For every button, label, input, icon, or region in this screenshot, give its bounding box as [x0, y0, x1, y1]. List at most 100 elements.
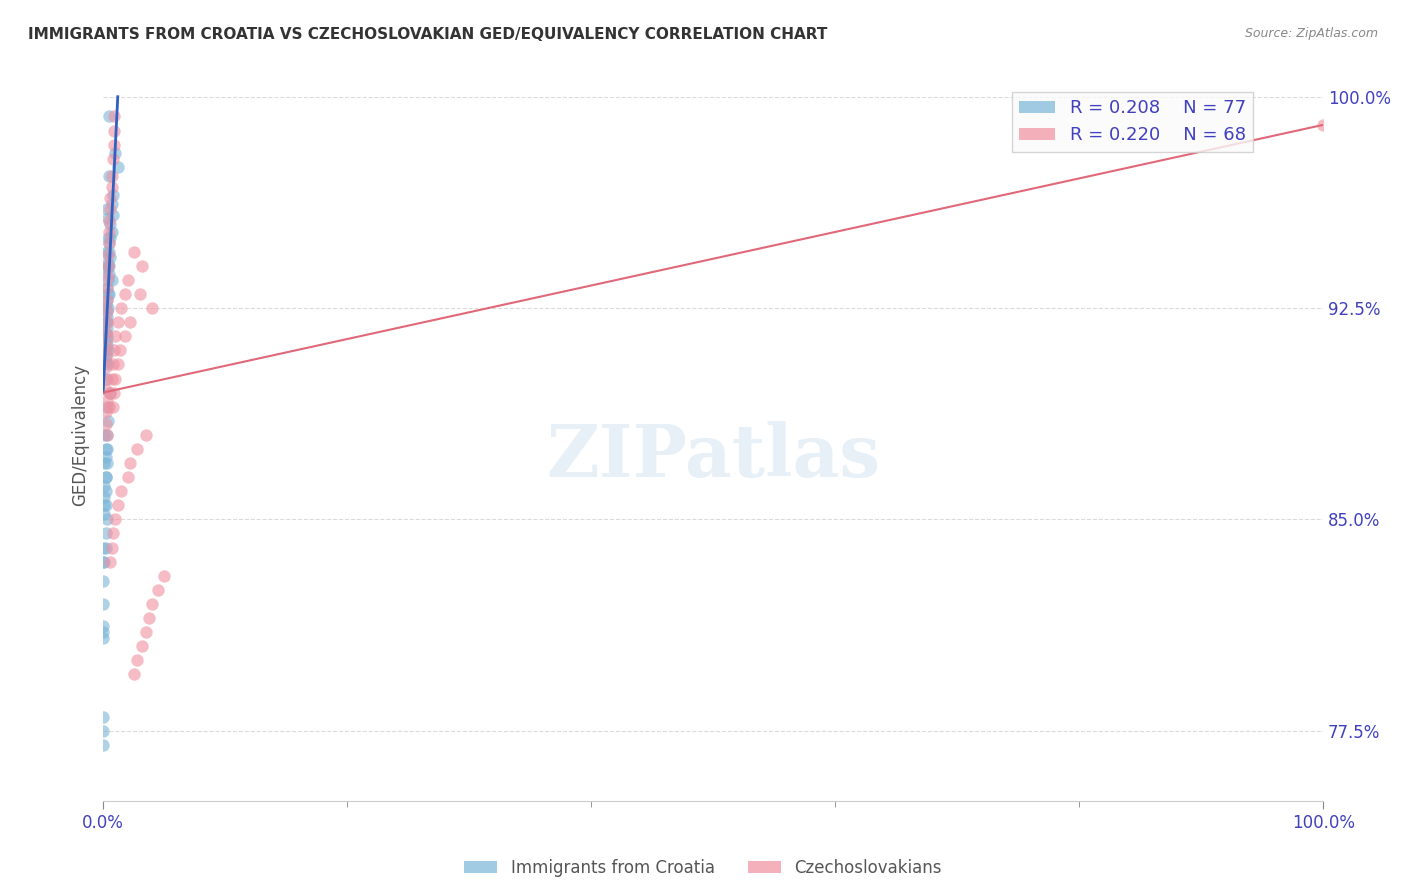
Czechoslovakians [97, 259, 120, 273]
Immigrants from Croatia [96, 202, 118, 217]
Czechoslovakians [122, 667, 145, 681]
Czechoslovakians [94, 349, 117, 363]
Immigrants from Croatia [96, 293, 118, 307]
Czechoslovakians [101, 400, 124, 414]
Czechoslovakians [101, 152, 124, 166]
Czechoslovakians [110, 484, 132, 499]
Czechoslovakians [114, 287, 136, 301]
Czechoslovakians [107, 498, 129, 512]
Czechoslovakians [153, 568, 176, 582]
Immigrants from Croatia [96, 428, 118, 442]
Y-axis label: GED/Equivalency: GED/Equivalency [72, 364, 89, 506]
Czechoslovakians [107, 358, 129, 372]
Immigrants from Croatia [96, 315, 118, 329]
Immigrants from Croatia [98, 110, 121, 124]
Legend: R = 0.208    N = 77, R = 0.220    N = 68: R = 0.208 N = 77, R = 0.220 N = 68 [1012, 92, 1253, 152]
Immigrants from Croatia [98, 236, 121, 251]
Immigrants from Croatia [94, 470, 117, 484]
Immigrants from Croatia [98, 267, 121, 281]
Czechoslovakians [94, 326, 117, 341]
Immigrants from Croatia [94, 442, 117, 456]
Czechoslovakians [117, 273, 139, 287]
Immigrants from Croatia [100, 196, 122, 211]
Czechoslovakians [103, 110, 125, 124]
Immigrants from Croatia [100, 385, 122, 400]
Immigrants from Croatia [94, 526, 117, 541]
Czechoslovakians [97, 247, 120, 261]
Text: ZIPatlas: ZIPatlas [546, 421, 880, 492]
Immigrants from Croatia [94, 315, 117, 329]
Immigrants from Croatia [98, 287, 121, 301]
Czechoslovakians [103, 385, 125, 400]
Czechoslovakians [94, 405, 117, 419]
Czechoslovakians [96, 293, 118, 307]
Immigrants from Croatia [93, 478, 115, 492]
Czechoslovakians [96, 428, 118, 442]
Immigrants from Croatia [94, 343, 117, 358]
Immigrants from Croatia [100, 250, 122, 264]
Czechoslovakians [101, 526, 124, 541]
Czechoslovakians [96, 304, 118, 318]
Immigrants from Croatia [96, 371, 118, 385]
Czechoslovakians [98, 400, 121, 414]
Immigrants from Croatia [98, 259, 121, 273]
Immigrants from Croatia [96, 400, 118, 414]
Immigrants from Croatia [91, 709, 114, 723]
Immigrants from Croatia [96, 320, 118, 334]
Immigrants from Croatia [91, 631, 114, 645]
Czechoslovakians [100, 202, 122, 217]
Czechoslovakians [94, 371, 117, 385]
Czechoslovakians [98, 225, 121, 239]
Czechoslovakians [110, 301, 132, 315]
Czechoslovakians [100, 371, 122, 385]
Immigrants from Croatia [93, 428, 115, 442]
Immigrants from Croatia [96, 329, 118, 343]
Czechoslovakians [108, 343, 131, 358]
Czechoslovakians [141, 597, 163, 611]
Immigrants from Croatia [96, 442, 118, 456]
Immigrants from Croatia [94, 450, 117, 465]
Czechoslovakians [97, 270, 120, 285]
Czechoslovakians [98, 236, 121, 251]
Immigrants from Croatia [97, 414, 120, 428]
Immigrants from Croatia [94, 354, 117, 368]
Czechoslovakians [100, 191, 122, 205]
Immigrants from Croatia [93, 507, 115, 521]
Immigrants from Croatia [96, 244, 118, 259]
Immigrants from Croatia [91, 597, 114, 611]
Text: Source: ZipAtlas.com: Source: ZipAtlas.com [1244, 27, 1378, 40]
Immigrants from Croatia [93, 490, 115, 504]
Immigrants from Croatia [94, 470, 117, 484]
Czechoslovakians [101, 358, 124, 372]
Immigrants from Croatia [96, 332, 118, 346]
Czechoslovakians [100, 541, 122, 555]
Immigrants from Croatia [96, 310, 118, 324]
Czechoslovakians [141, 301, 163, 315]
Immigrants from Croatia [104, 146, 127, 161]
Immigrants from Croatia [96, 337, 118, 351]
Immigrants from Croatia [100, 225, 122, 239]
Czechoslovakians [131, 259, 153, 273]
Immigrants from Croatia [97, 343, 120, 358]
Czechoslovakians [135, 625, 157, 640]
Immigrants from Croatia [94, 498, 117, 512]
Czechoslovakians [128, 287, 150, 301]
Immigrants from Croatia [94, 541, 117, 555]
Czechoslovakians [127, 442, 149, 456]
Immigrants from Croatia [96, 261, 118, 276]
Czechoslovakians [94, 337, 117, 351]
Czechoslovakians [118, 315, 141, 329]
Czechoslovakians [100, 180, 122, 194]
Czechoslovakians [117, 470, 139, 484]
Immigrants from Croatia [96, 281, 118, 295]
Immigrants from Croatia [91, 625, 114, 640]
Immigrants from Croatia [94, 484, 117, 499]
Immigrants from Croatia [97, 211, 120, 225]
Immigrants from Croatia [91, 738, 114, 752]
Czechoslovakians [107, 315, 129, 329]
Czechoslovakians [122, 244, 145, 259]
Immigrants from Croatia [98, 169, 121, 183]
Czechoslovakians [96, 281, 118, 295]
Immigrants from Croatia [97, 301, 120, 315]
Immigrants from Croatia [97, 358, 120, 372]
